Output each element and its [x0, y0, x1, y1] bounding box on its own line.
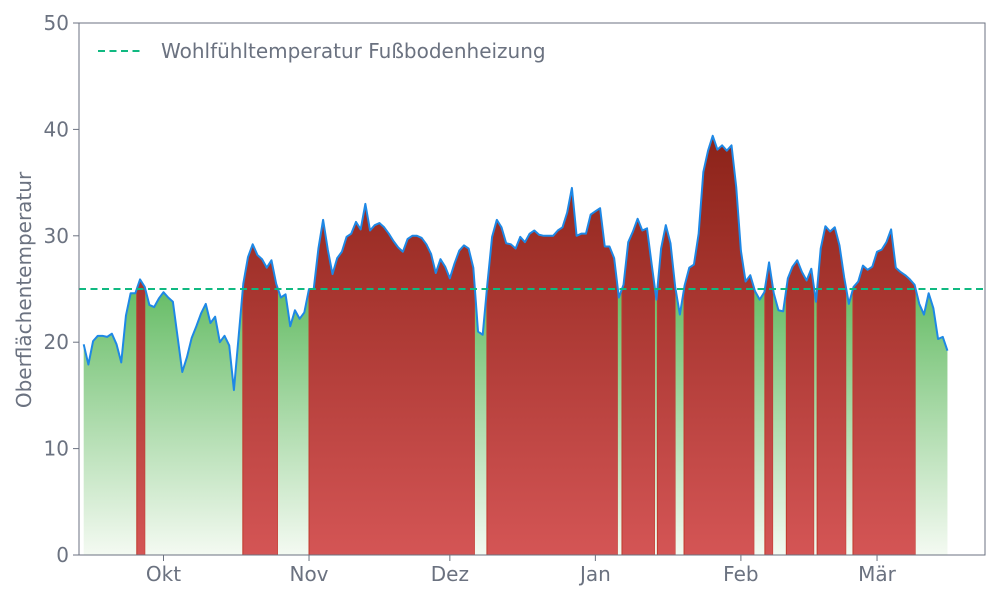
above-area-0-13	[683, 135, 755, 556]
temperature-line	[82, 134, 949, 392]
y-tick-label: 30	[44, 224, 69, 248]
below-area-0-0	[83, 289, 137, 555]
area-fills	[83, 135, 948, 556]
x-tick-label: Mär	[858, 562, 897, 586]
x-tick-label: Okt	[146, 562, 181, 586]
above-area-0-5	[308, 203, 476, 556]
plot-frame	[78, 22, 986, 556]
above-area-0-15	[764, 261, 774, 556]
above-area-0-11	[656, 224, 677, 556]
above-area-0-9	[621, 218, 656, 556]
x-tick-label: Feb	[723, 562, 758, 586]
below-area-0-6	[474, 289, 487, 555]
below-area-0-20	[846, 289, 853, 555]
y-tick-label: 0	[56, 543, 69, 567]
legend: Wohlfühltemperatur Fußbodenheizung	[98, 39, 546, 63]
x-tick-label: Jan	[578, 562, 611, 586]
series-lines	[79, 134, 985, 392]
above-area-0-17	[785, 259, 815, 556]
above-area-0-21	[852, 228, 917, 556]
y-tick-label: 20	[44, 330, 69, 354]
x-tick-label: Nov	[289, 562, 328, 586]
y-axis-title: Oberflächentemperatur	[12, 171, 36, 408]
below-area-0-18	[814, 289, 818, 555]
y-tick-label: 50	[44, 11, 69, 35]
legend-threshold-label: Wohlfühltemperatur Fußbodenheizung	[161, 39, 546, 63]
axes: 0 10 20 30 40 50 Okt Nov Dez Jan Feb Mär	[44, 11, 986, 586]
below-area-0-2	[145, 289, 243, 555]
below-area-0-16	[773, 289, 787, 555]
y-tick-label: 10	[44, 437, 69, 461]
below-area-0-8	[617, 289, 622, 555]
below-area-0-22	[915, 289, 948, 555]
below-area-0-12	[675, 289, 685, 555]
above-area-0-1	[136, 278, 146, 556]
y-tick-label: 40	[44, 117, 69, 141]
x-tick-label: Dez	[431, 562, 469, 586]
below-area-0-14	[754, 289, 765, 555]
above-area-0-19	[816, 225, 847, 556]
below-area-0-4	[277, 289, 310, 555]
above-area-0-3	[242, 243, 279, 556]
below-area-0-10	[654, 289, 658, 555]
